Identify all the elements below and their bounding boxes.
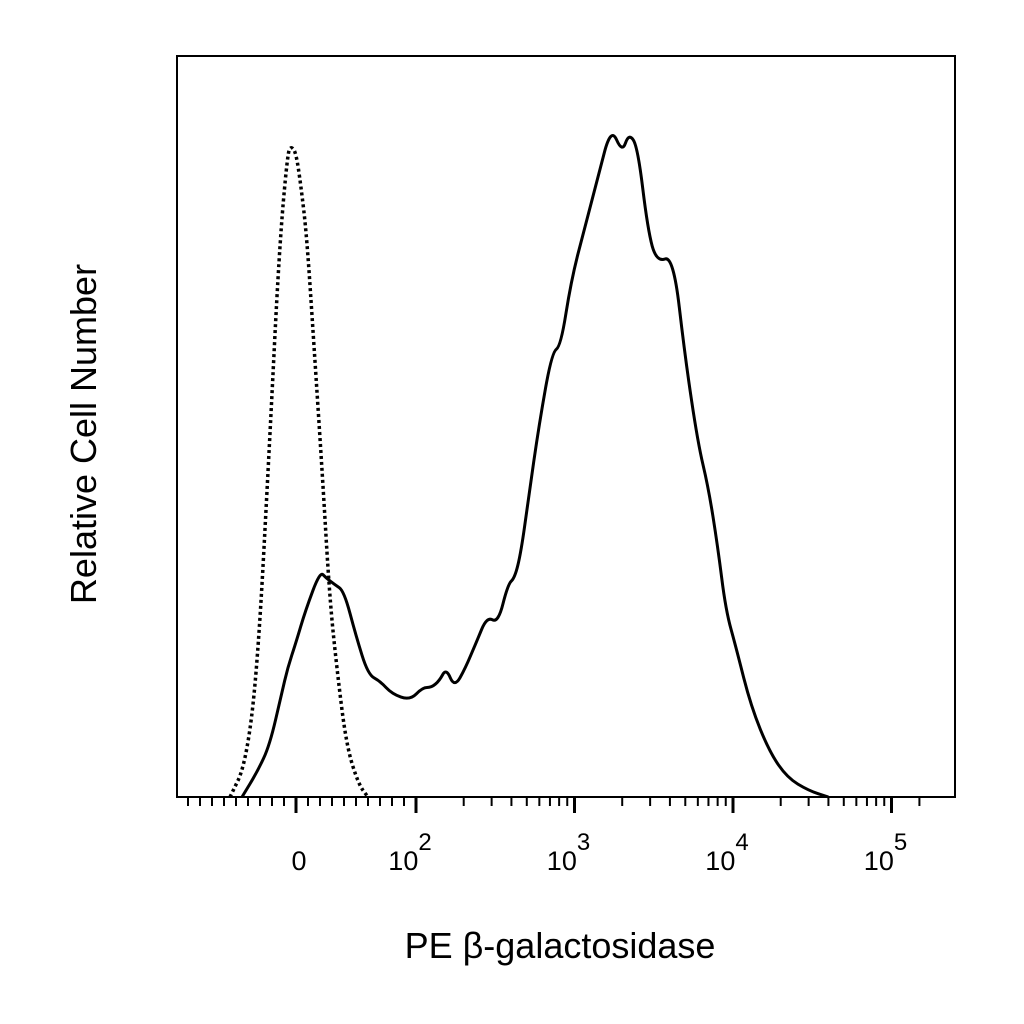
series-line-solid <box>240 134 829 799</box>
series-layer <box>228 134 829 799</box>
x-axis-minor-ticks <box>187 797 921 806</box>
x-tick-label: 105 <box>864 829 907 876</box>
x-tick-label: 104 <box>705 829 748 876</box>
x-tick-label: 103 <box>547 829 590 876</box>
x-axis-tick-labels: 0 102 103 104 105 <box>291 829 907 876</box>
x-tick-label: 102 <box>388 829 431 876</box>
x-tick-label: 0 <box>291 846 306 876</box>
x-axis-major-ticks <box>294 797 893 813</box>
x-axis-label: PE β-galactosidase <box>405 925 716 966</box>
series-line-dotted <box>228 146 370 799</box>
y-axis-label: Relative Cell Number <box>63 264 104 604</box>
plot-frame <box>176 55 956 798</box>
